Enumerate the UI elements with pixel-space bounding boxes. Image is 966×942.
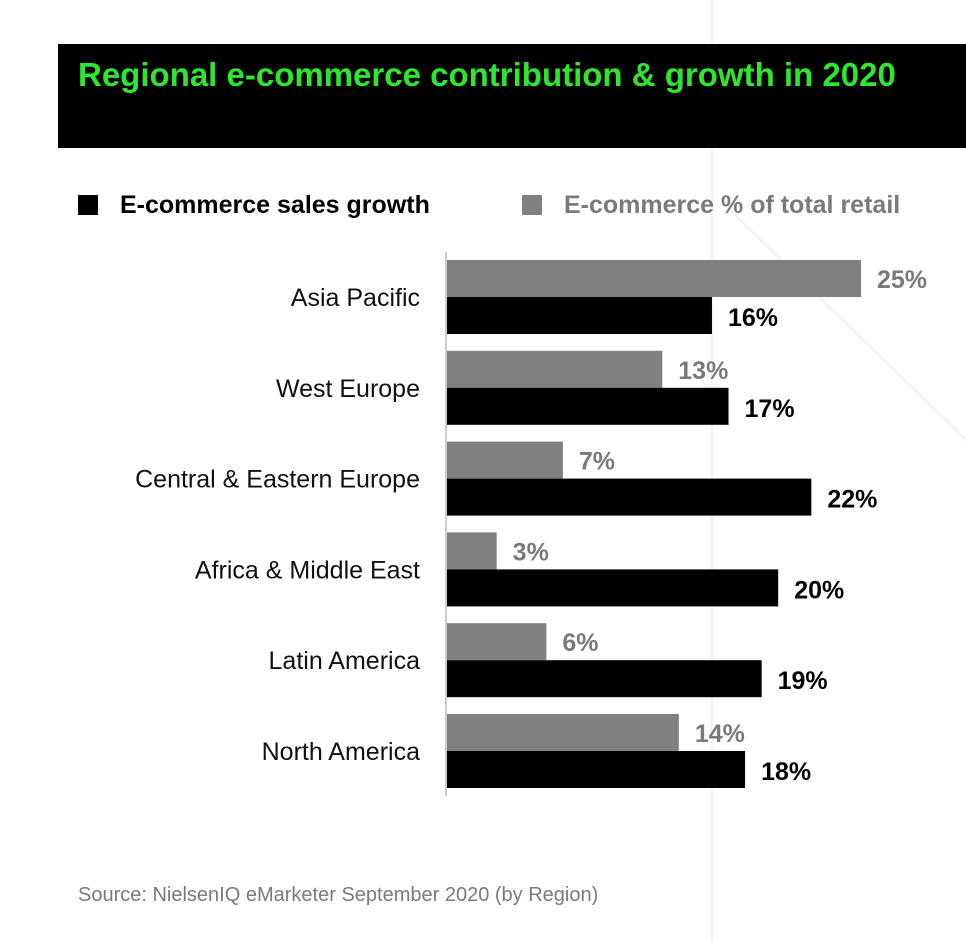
data-label-sales-growth-asia-pacific: 16% <box>728 304 778 332</box>
legend: E-commerce sales growth E-commerce % of … <box>0 190 966 220</box>
data-label-sales-growth-latin-america: 19% <box>778 667 828 695</box>
category-label-latin-america: Latin America <box>269 647 421 675</box>
bar-sales-growth-latin-america <box>447 660 762 698</box>
data-label-retail-share-asia-pacific: 25% <box>877 266 927 294</box>
legend-swatch-retail-share <box>522 195 542 215</box>
data-label-sales-growth-north-america: 18% <box>761 758 811 786</box>
category-label-asia-pacific: Asia Pacific <box>291 284 420 312</box>
bar-retail-share-north-america <box>447 714 679 751</box>
category-label-central-eastern-europe: Central & Eastern Europe <box>135 466 420 494</box>
bar-retail-share-latin-america <box>447 623 547 661</box>
data-label-retail-share-central-eastern-europe: 7% <box>579 448 615 476</box>
bar-sales-growth-central-eastern-europe <box>447 478 812 516</box>
category-label-west-europe: West Europe <box>276 375 420 403</box>
bar-sales-growth-asia-pacific <box>447 297 712 334</box>
legend-item-sales-growth: E-commerce sales growth <box>78 190 430 220</box>
data-label-sales-growth-africa-middle-east: 20% <box>794 576 844 604</box>
bar-chart: Asia Pacific 25% 16% West Europe 13% 17% Centr… <box>135 252 927 796</box>
data-label-retail-share-north-america: 14% <box>695 720 745 748</box>
title-band: Regional e-commerce contribution & growt… <box>58 44 966 148</box>
bar-sales-growth-africa-middle-east <box>447 569 779 607</box>
category-label-africa-middle-east: Africa & Middle East <box>195 556 420 584</box>
data-label-retail-share-latin-america: 6% <box>562 629 598 657</box>
legend-label-retail-share: E-commerce % of total retail <box>564 191 901 219</box>
chart-title: Regional e-commerce contribution & growt… <box>78 56 896 93</box>
legend-swatch-sales-growth <box>78 195 98 215</box>
category-label-north-america: North America <box>262 738 420 766</box>
source-note: Source: NielsenIQ eMarketer September 20… <box>78 884 599 906</box>
bar-sales-growth-west-europe <box>447 387 729 425</box>
legend-label-sales-growth: E-commerce sales growth <box>120 191 430 219</box>
bar-sales-growth-north-america <box>447 751 746 788</box>
bar-retail-share-africa-middle-east <box>447 532 497 570</box>
data-label-retail-share-africa-middle-east: 3% <box>513 538 549 566</box>
data-label-sales-growth-central-eastern-europe: 22% <box>827 486 877 514</box>
legend-item-retail-share: E-commerce % of total retail <box>522 190 900 220</box>
bar-retail-share-west-europe <box>447 350 663 388</box>
data-label-retail-share-west-europe: 13% <box>678 357 728 385</box>
bar-retail-share-central-eastern-europe <box>447 441 563 479</box>
bar-retail-share-asia-pacific <box>447 260 861 297</box>
data-label-sales-growth-west-europe: 17% <box>745 395 795 423</box>
